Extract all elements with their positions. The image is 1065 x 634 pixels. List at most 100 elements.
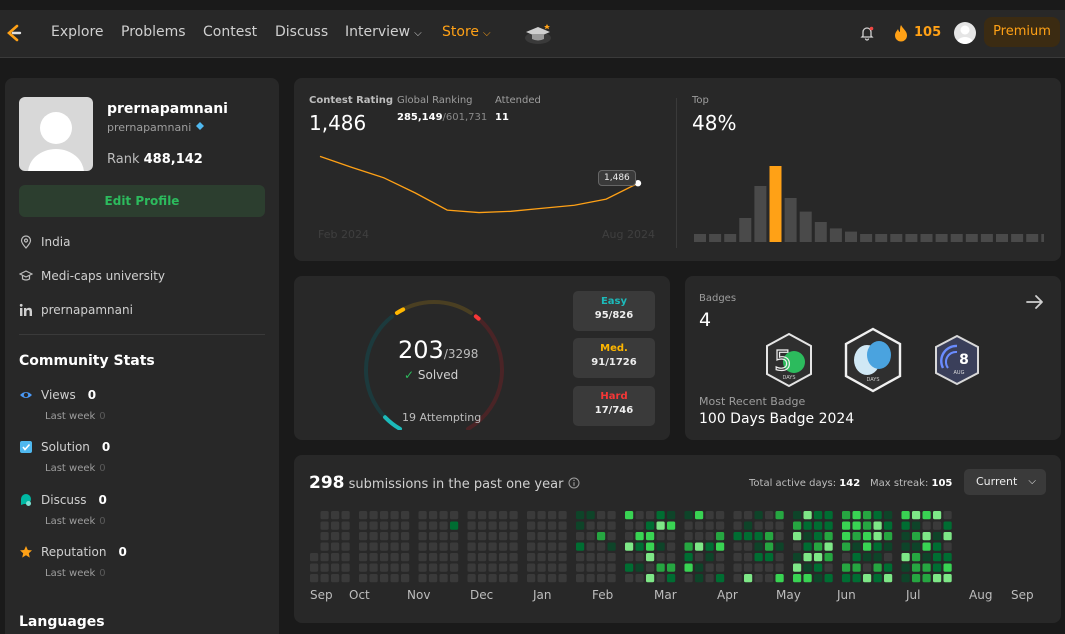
location-row: India <box>19 235 70 249</box>
profile-name: prernapamnani <box>107 101 228 117</box>
heatmap-cell <box>478 532 487 541</box>
solved-count: 203/3298 <box>398 336 478 364</box>
nav-discuss[interactable]: Discuss <box>275 24 329 40</box>
check-square-icon <box>20 441 32 453</box>
nav-contest[interactable]: Contest <box>203 24 258 40</box>
heatmap-cell <box>803 574 812 583</box>
heatmap-cell <box>625 521 634 530</box>
heatmap-cell <box>803 532 812 541</box>
heatmap-cell <box>744 563 753 572</box>
heatmap-cell <box>943 511 952 520</box>
active-days-value: 142 <box>839 478 861 489</box>
heatmap-cell <box>684 521 693 530</box>
heatmap-cell <box>576 553 585 562</box>
heatmap-cell <box>401 563 410 572</box>
bell-icon[interactable] <box>859 25 875 41</box>
hard-stat[interactable]: Hard 17/746 <box>573 386 655 426</box>
stat-sub-value: 0 <box>99 411 106 422</box>
ranking-histogram[interactable] <box>694 156 1044 244</box>
heatmap-cell <box>873 532 882 541</box>
heatmap-cell <box>912 532 921 541</box>
heatmap-cell <box>320 553 329 562</box>
streak-count[interactable]: 105 <box>914 25 942 40</box>
heatmap-cell <box>320 521 329 530</box>
arrow-right-icon[interactable] <box>1025 292 1045 312</box>
100-days-badge-icon[interactable]: DAYS <box>842 327 904 393</box>
histogram-bar <box>724 234 737 242</box>
info-icon[interactable] <box>568 477 580 489</box>
heatmap-cell <box>667 553 676 562</box>
medium-stat[interactable]: Med. 91/1726 <box>573 338 655 378</box>
stat-subtext: Last week 0 <box>45 568 106 579</box>
nav-interview[interactable]: Interview ⌵ <box>345 24 422 40</box>
heatmap-cell <box>943 542 952 551</box>
heatmap-cell <box>775 511 784 520</box>
heatmap-cell <box>331 574 340 583</box>
heatmap-cell <box>558 574 567 583</box>
easy-value: 95/826 <box>594 310 634 321</box>
heatmap-cell <box>586 574 595 583</box>
heatmap-cell <box>488 532 497 541</box>
aug-badge-icon[interactable]: 8 AUG <box>933 334 981 386</box>
heatmap-cell <box>695 563 704 572</box>
nav-explore[interactable]: Explore <box>51 24 104 40</box>
leetcode-logo-icon[interactable] <box>4 23 24 43</box>
graduation-cap-icon[interactable] <box>522 20 554 48</box>
heatmap-cell <box>341 574 350 583</box>
heatmap-cell <box>695 521 704 530</box>
heatmap-cell <box>793 553 802 562</box>
edit-profile-button[interactable]: Edit Profile <box>19 185 265 217</box>
rating-tooltip: 1,486 <box>598 170 636 186</box>
heatmap-cell <box>467 563 476 572</box>
heatmap-cell <box>450 532 459 541</box>
heatmap-cell <box>537 511 546 520</box>
contest-card-divider <box>676 98 677 248</box>
heatmap-cell <box>901 553 910 562</box>
heatmap-cell <box>548 574 557 583</box>
heatmap-cell <box>667 511 676 520</box>
heatmap-cell <box>943 574 952 583</box>
heatmap-cell <box>467 532 476 541</box>
heatmap-cell <box>488 511 497 520</box>
heatmap-cell <box>537 521 546 530</box>
top-navbar: Explore Problems Contest Discuss Intervi… <box>0 0 1065 58</box>
heatmap-cell <box>369 511 378 520</box>
heatmap-cell <box>884 532 893 541</box>
heatmap-cell <box>509 542 518 551</box>
global-ranking-label: Global Ranking <box>397 95 473 106</box>
year-select[interactable]: Current ⌵ <box>964 469 1046 495</box>
linkedin-row[interactable]: prernapamnani <box>19 303 133 317</box>
heatmap-cell <box>390 521 399 530</box>
heatmap-cell <box>548 553 557 562</box>
50-days-badge-icon[interactable]: 5 DAYS <box>763 332 815 388</box>
heatmap-cell <box>527 563 536 572</box>
flame-icon[interactable] <box>894 24 908 42</box>
heatmap-cell <box>656 553 665 562</box>
heatmap-cell <box>369 532 378 541</box>
badges-card: Badges 4 5 DAYS DAYS 8 AUG Most Recent B… <box>685 276 1061 440</box>
chat-bubble-icon <box>21 494 31 506</box>
school-row: Medi-caps university <box>19 269 165 283</box>
easy-stat[interactable]: Easy 95/826 <box>573 291 655 331</box>
submission-heatmap[interactable] <box>310 511 1050 585</box>
heatmap-cell <box>369 521 378 530</box>
histogram-bar <box>829 228 842 242</box>
school-text: Medi-caps university <box>41 269 166 283</box>
heatmap-cell <box>933 521 942 530</box>
nav-store[interactable]: Store ⌵ <box>442 24 491 40</box>
heatmap-cell <box>597 574 606 583</box>
heatmap-cell <box>744 574 753 583</box>
hard-track <box>466 314 504 430</box>
heatmap-cell <box>597 553 606 562</box>
rating-line-chart[interactable] <box>314 138 664 248</box>
solved-progress-ring[interactable] <box>352 290 516 430</box>
avatar[interactable] <box>954 22 976 44</box>
rank-value: 488,142 <box>143 152 203 167</box>
premium-button[interactable]: Premium <box>984 17 1060 47</box>
heatmap-cell <box>439 574 448 583</box>
heatmap-cell <box>646 574 655 583</box>
histogram-bar <box>694 234 706 242</box>
heatmap-cell <box>912 521 921 530</box>
nav-problems[interactable]: Problems <box>121 24 186 40</box>
heatmap-cell <box>341 563 350 572</box>
